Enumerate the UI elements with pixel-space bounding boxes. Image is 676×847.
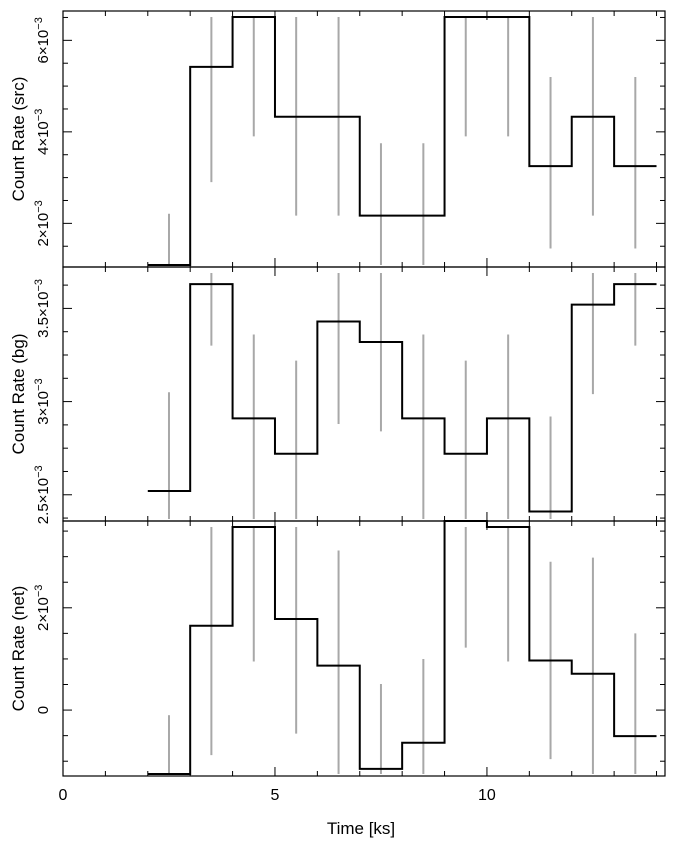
panel-3: 0 2×10−3 Count Rate (net) xyxy=(9,520,666,777)
panel-frame xyxy=(62,10,666,268)
y-tick-label: 3×10−3 xyxy=(33,378,52,424)
x-axis-label: Time [ks] xyxy=(327,819,395,838)
y-tick-label: 2.5×10−3 xyxy=(33,465,52,524)
count-rate-step-line xyxy=(147,283,657,513)
count-rate-step-line xyxy=(147,520,657,775)
x-tick-label: 5 xyxy=(271,787,280,804)
count-rate-step-line xyxy=(147,16,657,266)
panel-1: 2×10−3 4×10−3 6×10−3 Count Rate (src) xyxy=(9,10,666,268)
y-tick-label: 4×10−3 xyxy=(33,109,52,155)
x-tick-label: 10 xyxy=(478,787,496,804)
y-tick-label: 0 xyxy=(35,706,52,714)
y-tick-label: 3.5×10−3 xyxy=(33,279,52,338)
y-tick-label: 2×10−3 xyxy=(33,200,52,246)
y-tick-label: 2×10−3 xyxy=(33,585,52,631)
panel-frame xyxy=(62,520,666,777)
y-axis-label: Count Rate (bg) xyxy=(9,334,28,455)
x-tick-label: 0 xyxy=(59,787,68,804)
y-axis-label: Count Rate (src) xyxy=(9,77,28,202)
panel-2: 2.5×10−3 3×10−3 3.5×10−3 Count Rate (bg) xyxy=(9,266,666,524)
y-axis-label: Count Rate (net) xyxy=(9,586,28,712)
y-tick-label: 6×10−3 xyxy=(33,17,52,63)
